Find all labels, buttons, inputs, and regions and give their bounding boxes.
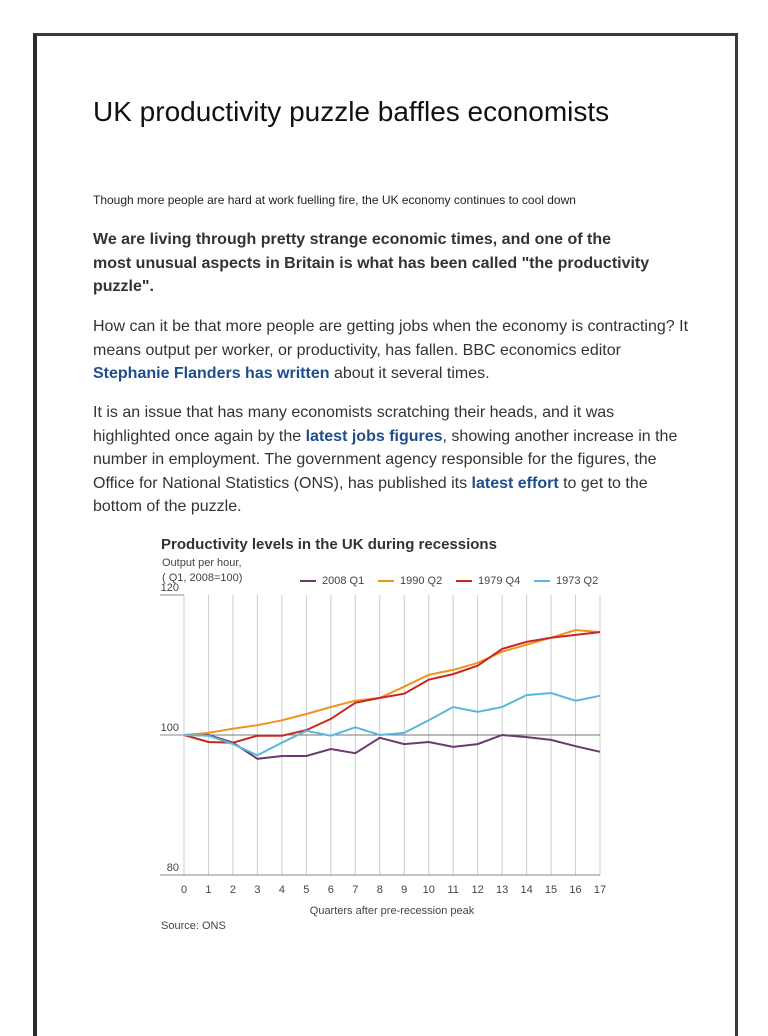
y-tick-label: 120 <box>161 582 179 594</box>
x-tick-label: 10 <box>423 884 435 896</box>
x-tick-label: 16 <box>569 884 581 896</box>
x-tick-label: 5 <box>303 884 309 896</box>
x-tick-label: 9 <box>401 884 407 896</box>
text-run: to get to the bottom of the puzzle. <box>93 474 648 516</box>
x-tick-label: 6 <box>328 884 334 896</box>
series-line <box>183 691 601 757</box>
link[interactable]: latest effort <box>471 474 559 492</box>
series-line <box>184 733 601 760</box>
lead-paragraph: We are living through pretty strange eco… <box>93 231 650 295</box>
paragraph: How can it be that more people are getti… <box>93 315 688 386</box>
text-run: It is an issue that has many economists … <box>93 404 615 445</box>
legend-label: 1990 Q2 <box>400 575 442 587</box>
page-frame <box>33 33 738 1036</box>
text-run: about it several times. <box>329 365 490 382</box>
x-tick-label: 4 <box>279 884 285 896</box>
chart-source: Source: ONS <box>161 920 226 932</box>
headline: UK productivity puzzle baffles economist… <box>93 96 610 127</box>
link[interactable]: Stephanie Flanders has written <box>93 365 330 382</box>
y-tick-label: 100 <box>161 722 179 734</box>
chart-title: Productivity levels in the UK during rec… <box>161 536 497 553</box>
link[interactable]: latest jobs figures <box>305 427 443 445</box>
series-line <box>183 628 601 736</box>
y-axis-label: ( Q1, 2008=100) <box>162 572 242 584</box>
legend-label: 1979 Q4 <box>478 575 520 587</box>
legend-label: 1973 Q2 <box>556 575 598 587</box>
subtitle: Though more people are hard at work fuel… <box>93 193 576 207</box>
y-tick-label: 80 <box>167 862 179 874</box>
series-line <box>183 631 601 744</box>
x-axis-label: Quarters after pre-recession peak <box>310 905 475 917</box>
x-tick-label: 15 <box>545 884 557 896</box>
x-tick-label: 13 <box>496 884 508 896</box>
x-tick-label: 12 <box>472 884 484 896</box>
x-tick-label: 1 <box>205 884 211 896</box>
x-tick-label: 8 <box>377 884 383 896</box>
x-tick-label: 2 <box>230 884 236 896</box>
x-tick-label: 7 <box>352 884 358 896</box>
y-axis-label: Output per hour, <box>162 557 242 569</box>
legend-label: 2008 Q1 <box>322 575 364 587</box>
paragraph: It is an issue that has many economists … <box>93 401 688 519</box>
x-tick-label: 0 <box>181 884 187 896</box>
x-tick-label: 17 <box>594 884 606 896</box>
text-run: How can it be that more people are getti… <box>93 318 689 359</box>
text-run: , showing another increase in the number… <box>93 427 678 492</box>
x-tick-label: 11 <box>447 884 458 896</box>
x-tick-label: 14 <box>520 884 532 896</box>
x-tick-label: 3 <box>254 884 260 896</box>
